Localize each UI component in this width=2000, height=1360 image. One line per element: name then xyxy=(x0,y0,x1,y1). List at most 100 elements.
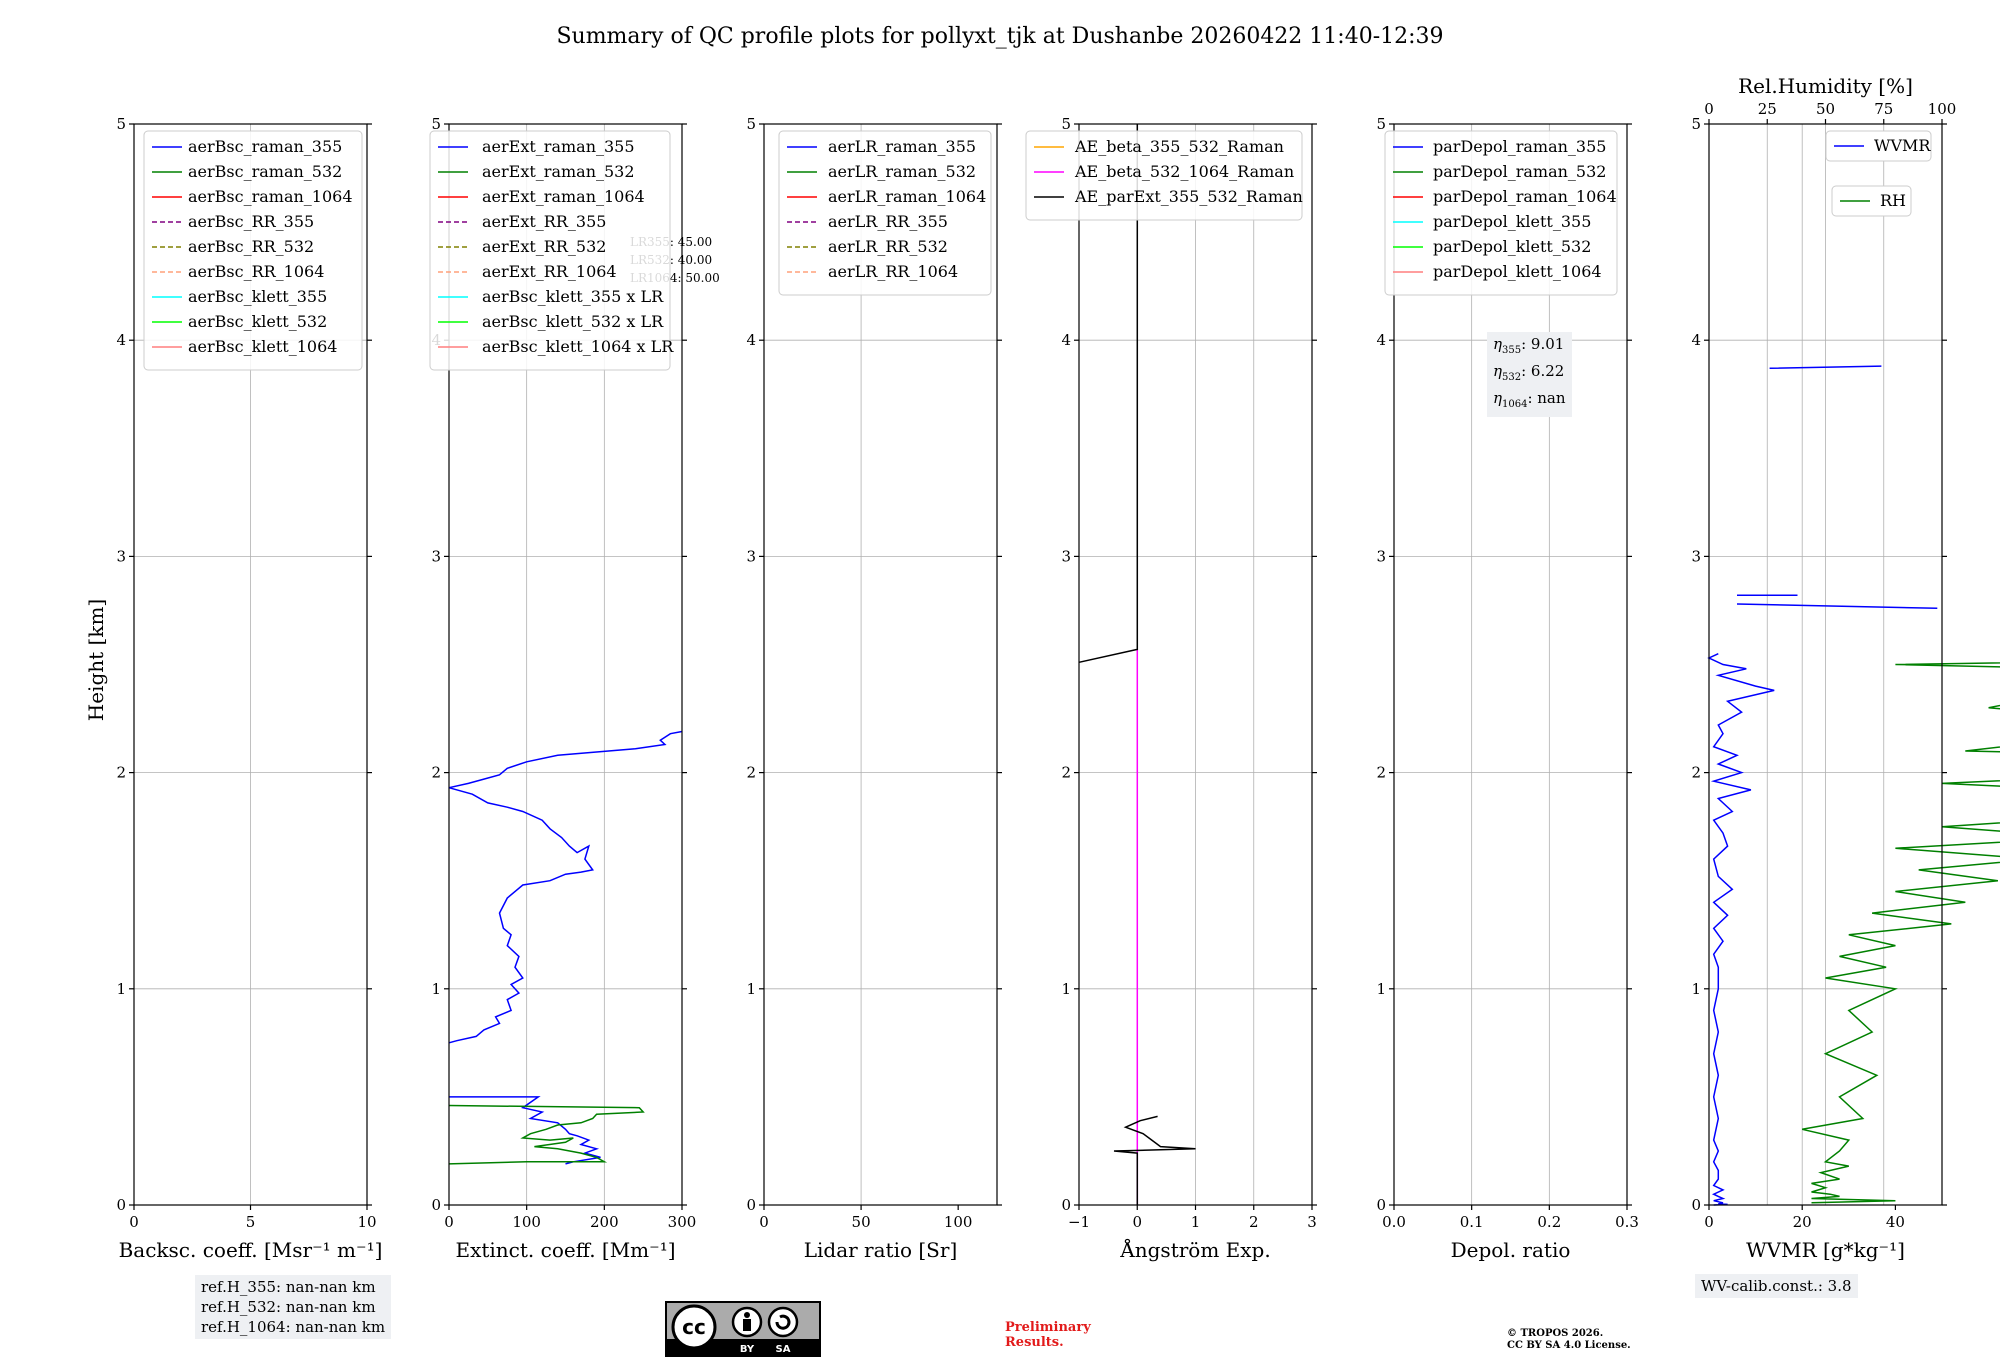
by-label: BY xyxy=(740,1344,755,1355)
wv-calib-text: WV-calib.const.: 3.8 xyxy=(1701,1277,1852,1295)
y-tick-label: 5 xyxy=(1691,115,1701,133)
x-axis-label: Extinct. coeff. [Mm⁻¹] xyxy=(455,1238,675,1262)
y-tick-label: 4 xyxy=(1691,331,1701,349)
ref-height-box: ref.H_355: nan-nan km ref.H_532: nan-nan… xyxy=(195,1275,392,1339)
eta-355: η355: 9.01 xyxy=(1493,335,1565,356)
y-tick-label: 4 xyxy=(746,331,756,349)
y-tick-label: 5 xyxy=(1061,115,1071,133)
sa-icon xyxy=(767,1306,799,1338)
legend-label: aerExt_raman_532 xyxy=(482,162,635,181)
y-tick-label: 0 xyxy=(116,1196,126,1214)
x-axis-label: Backsc. coeff. [Msr⁻¹ m⁻¹] xyxy=(119,1238,383,1262)
x-axis-label: Depol. ratio xyxy=(1451,1238,1571,1262)
legend-backscatter: aerBsc_raman_355 aerBsc_raman_532 aerBsc_r… xyxy=(143,130,363,371)
legend-label: aerExt_raman_1064 xyxy=(482,187,645,206)
y-tick-label: 3 xyxy=(1376,547,1386,565)
legend-label: AE_parExt_355_532_Raman xyxy=(1074,187,1303,206)
y-tick-label: 1 xyxy=(1061,980,1071,998)
legend-extinction: aerExt_raman_355 aerExt_raman_532 aerExt_r… xyxy=(429,130,674,371)
top-x-tick-label: 25 xyxy=(1758,100,1777,118)
y-tick-label: 0 xyxy=(746,1196,756,1214)
legend-label: aerBsc_klett_532 x LR xyxy=(482,312,664,331)
x-tick-label: 2 xyxy=(1249,1213,1259,1231)
legend-frame xyxy=(1025,130,1303,221)
x-tick-label: 300 xyxy=(668,1213,697,1231)
y-tick-label: 1 xyxy=(746,980,756,998)
top-x-tick-label: 75 xyxy=(1874,100,1893,118)
panel-extinction: 0123450100200300Extinct. coeff. [Mm⁻¹]LR… xyxy=(429,115,720,1262)
legend-label: AE_beta_532_1064_Raman xyxy=(1074,162,1294,181)
legend-rh: RH xyxy=(1831,185,1912,217)
legend-frame xyxy=(1831,185,1912,217)
y-tick-label: 2 xyxy=(1061,764,1071,782)
legend-label: parDepol_raman_355 xyxy=(1433,137,1606,156)
legend-frame xyxy=(143,130,363,371)
legend-frame xyxy=(429,130,671,371)
y-tick-label: 2 xyxy=(431,764,441,782)
x-tick-label: 1 xyxy=(1191,1213,1201,1231)
legend-label: parDepol_raman_532 xyxy=(1433,162,1606,181)
y-tick-label: 1 xyxy=(1691,980,1701,998)
y-tick-label: 3 xyxy=(1691,547,1701,565)
x-tick-label: 0.2 xyxy=(1537,1213,1561,1231)
series-aerExt_raman_532 xyxy=(448,1104,645,1165)
x-tick-label: −1 xyxy=(1068,1213,1090,1231)
y-tick-label: 1 xyxy=(1376,980,1386,998)
y-tick-label: 0 xyxy=(1691,1196,1701,1214)
preliminary-note: Preliminary Results. xyxy=(1005,1320,1091,1350)
x-tick-label: 10 xyxy=(357,1213,376,1231)
x-tick-label: 50 xyxy=(852,1213,871,1231)
wv-calib-box: WV-calib.const.: 3.8 xyxy=(1695,1274,1858,1298)
x-tick-label: 0 xyxy=(759,1213,769,1231)
legend-label: parDepol_raman_1064 xyxy=(1433,187,1617,206)
y-tick-label: 5 xyxy=(431,115,441,133)
legend-label: aerBsc_raman_532 xyxy=(188,162,342,181)
series-WVMR xyxy=(1707,365,1938,1206)
x-tick-label: 0.1 xyxy=(1460,1213,1484,1231)
series-aerExt_raman_355_low xyxy=(449,1096,601,1165)
legend-label: AE_beta_355_532_Raman xyxy=(1074,137,1284,156)
sa-label: SA xyxy=(776,1344,791,1355)
legend-label: aerLR_raman_532 xyxy=(828,162,976,181)
top-x-tick-label: 50 xyxy=(1816,100,1835,118)
y-tick-label: 2 xyxy=(116,764,126,782)
top-x-tick-label: 0 xyxy=(1704,100,1714,118)
x-axis-label: WVMR [g*kg⁻¹] xyxy=(1746,1238,1905,1262)
legend-label: aerExt_RR_1064 xyxy=(482,262,617,281)
y-axis-label: Height [km] xyxy=(84,599,108,721)
y-tick-label: 2 xyxy=(1691,764,1701,782)
axes-frame xyxy=(448,123,683,1206)
y-tick-label: 1 xyxy=(431,980,441,998)
legend-label: aerLR_RR_532 xyxy=(828,237,948,256)
legend-depol: parDepol_raman_355 parDepol_raman_532 parD… xyxy=(1384,130,1618,296)
axes-frame xyxy=(763,123,998,1206)
series-aerExt_raman_355 xyxy=(448,730,683,1044)
cc-logo-text: cc xyxy=(682,1315,706,1339)
x-tick-label: 3 xyxy=(1307,1213,1317,1231)
series-AE_parExt_355_532_Raman_low xyxy=(1113,1115,1196,1205)
legend-label: aerExt_raman_355 xyxy=(482,137,635,156)
legend-label: aerBsc_klett_1064 xyxy=(188,337,337,356)
x-axis-label: Ångström Exp. xyxy=(1119,1237,1270,1262)
cc-license-badge: cc BY SA xyxy=(665,1301,821,1357)
legend-label: aerExt_RR_532 xyxy=(482,237,606,256)
eta-532: η532: 6.22 xyxy=(1493,362,1565,383)
legend-label: parDepol_klett_1064 xyxy=(1433,262,1602,281)
x-tick-label: 100 xyxy=(512,1213,541,1231)
ref-height-1064: ref.H_1064: nan-nan km xyxy=(201,1318,386,1336)
legend-label: RH xyxy=(1880,191,1906,210)
legend-label: aerLR_raman_1064 xyxy=(828,187,986,206)
y-tick-label: 3 xyxy=(1061,547,1071,565)
x-tick-label: 0.3 xyxy=(1615,1213,1639,1231)
legend-lidar-ratio: aerLR_raman_355 aerLR_raman_532 aerLR_rama… xyxy=(778,130,992,296)
y-tick-label: 4 xyxy=(116,331,126,349)
y-tick-label: 5 xyxy=(1376,115,1386,133)
legend-label: aerBsc_klett_532 xyxy=(188,312,327,331)
legend-label: aerExt_RR_355 xyxy=(482,212,606,231)
y-tick-label: 1 xyxy=(116,980,126,998)
y-tick-label: 5 xyxy=(116,115,126,133)
